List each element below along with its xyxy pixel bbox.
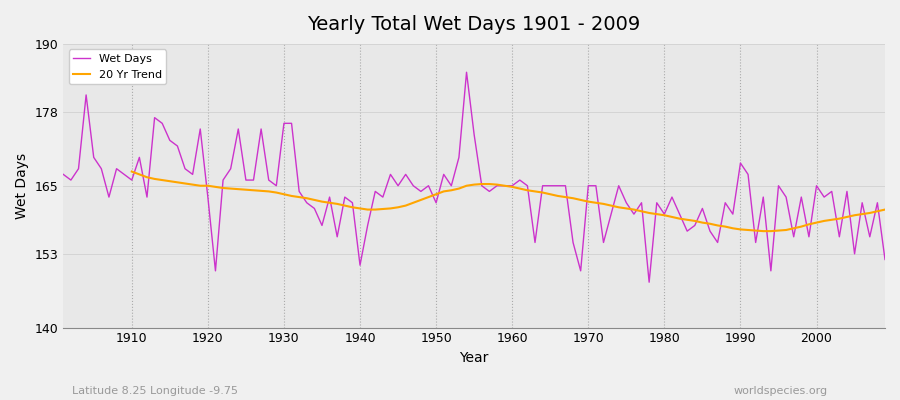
- X-axis label: Year: Year: [460, 351, 489, 365]
- 20 Yr Trend: [271, 190, 282, 195]
- Wet Days: [879, 257, 890, 262]
- 20 Yr Trend: [126, 169, 137, 174]
- Line: 20 Yr Trend: 20 Yr Trend: [131, 172, 885, 231]
- Wet Days: [507, 183, 517, 188]
- 20 Yr Trend: [515, 186, 526, 191]
- 20 Yr Trend: [575, 198, 586, 202]
- 20 Yr Trend: [302, 196, 312, 201]
- Title: Yearly Total Wet Days 1901 - 2009: Yearly Total Wet Days 1901 - 2009: [308, 15, 641, 34]
- Wet Days: [332, 234, 343, 239]
- Wet Days: [515, 178, 526, 182]
- 20 Yr Trend: [850, 213, 860, 218]
- Wet Days: [461, 70, 472, 75]
- 20 Yr Trend: [826, 217, 837, 222]
- Legend: Wet Days, 20 Yr Trend: Wet Days, 20 Yr Trend: [68, 50, 166, 84]
- 20 Yr Trend: [758, 229, 769, 234]
- Wet Days: [644, 280, 654, 284]
- Wet Days: [119, 172, 130, 177]
- Text: worldspecies.org: worldspecies.org: [734, 386, 828, 396]
- Line: Wet Days: Wet Days: [63, 72, 885, 282]
- Wet Days: [606, 212, 616, 216]
- Text: Latitude 8.25 Longitude -9.75: Latitude 8.25 Longitude -9.75: [72, 386, 238, 396]
- Y-axis label: Wet Days: Wet Days: [15, 153, 29, 219]
- Wet Days: [286, 121, 297, 126]
- Wet Days: [58, 172, 68, 177]
- 20 Yr Trend: [879, 207, 890, 212]
